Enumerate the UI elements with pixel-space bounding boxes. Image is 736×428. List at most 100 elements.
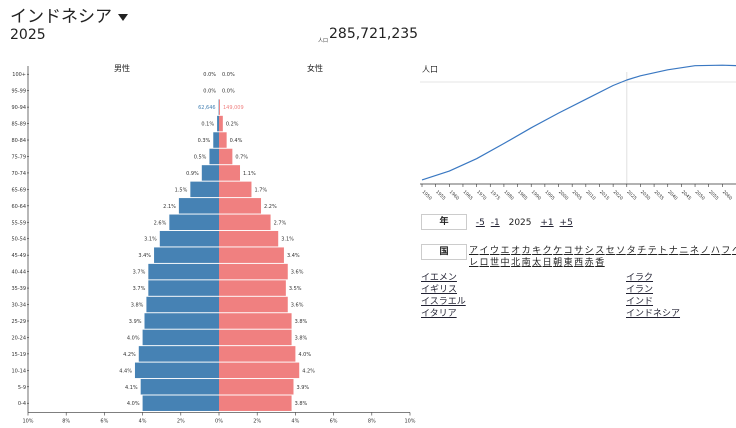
index-link-a-18[interactable]: ト [658,246,668,256]
index-link-a-7[interactable]: ク [542,246,553,256]
index-link-a-13[interactable]: セ [605,246,616,256]
country-box-label: 国 [421,243,467,260]
age-group-label: 55-59 [11,220,26,226]
country-link[interactable]: インド [626,297,654,307]
pop-x-tick-label: 2005 [571,189,583,201]
population-line-chart: 人口 1950 1955 1960 1965 1970 1975 1980 1985 1990 1… [420,64,736,202]
female-bar [219,132,227,148]
year-minus1-link[interactable]: -1 [490,217,500,228]
female-value-label: 0.7% [235,154,248,160]
female-bar [219,247,284,263]
index-link-b-12[interactable]: 香 [595,258,605,268]
index-link-a-22[interactable]: ノ [700,246,710,256]
index-link-b-1[interactable]: ロ [479,258,490,268]
current-year: 2025 [10,27,46,43]
index-link-b-2[interactable]: 世 [490,258,500,268]
pop-x-tick-label: 2045 [680,189,692,201]
country-link[interactable]: イギリス [421,285,458,295]
female-bar [219,230,279,247]
index-link-a-5[interactable]: カ [521,246,532,256]
pop-x-tick-label: 1995 [543,189,555,201]
female-value-label: 3.1% [281,237,294,243]
index-link-a-25[interactable]: ヘ [732,246,736,256]
male-value-label: 2.1% [163,204,176,210]
male-bar [134,362,219,379]
country-link[interactable]: イエメン [421,273,457,283]
index-link-b-4[interactable]: 北 [511,258,521,268]
index-link-a-1[interactable]: イ [479,246,490,256]
index-link-b-9[interactable]: 東 [563,258,574,268]
index-link-a-19[interactable]: ナ [668,246,679,256]
population-value: 285,721,235 [329,26,419,42]
index-link-b-5[interactable]: 南 [521,258,532,268]
male-bar [148,280,219,296]
index-link-a-20[interactable]: ニ [679,246,689,256]
female-value-label: 4.2% [302,368,315,374]
female-value-label: 0.0% [222,72,235,78]
index-link-a-24[interactable]: フ [721,246,731,256]
index-link-a-9[interactable]: コ [563,246,574,256]
country-link[interactable]: イラク [626,273,654,283]
index-link-a-15[interactable]: タ [626,246,637,256]
female-value-label: 3.8% [295,401,308,407]
index-link-a-14[interactable]: ソ [616,246,626,256]
age-group-label: 0-4 [18,401,26,407]
index-link-a-6[interactable]: キ [532,246,542,256]
index-link-a-21[interactable]: ネ [689,246,700,256]
index-link-a-12[interactable]: ス [595,246,605,256]
age-group-label: 70-74 [11,171,26,177]
year-plus5-link[interactable]: +5 [559,217,573,228]
female-value-label: 3.5% [289,286,302,292]
age-group-label: 85-89 [11,122,26,128]
index-link-a-10[interactable]: サ [574,246,584,256]
index-link-b-8[interactable]: 朝 [553,258,563,268]
index-link-b-6[interactable]: 太 [532,258,542,268]
pop-x-tick-label: 2060 [721,189,733,201]
population-label: 人口 [318,38,329,44]
country-link[interactable]: イスラエル [421,297,466,307]
male-bar [213,132,219,148]
index-link-a-8[interactable]: ケ [553,246,563,256]
index-link-a-16[interactable]: チ [637,246,647,256]
year-minus5-link[interactable]: -5 [475,217,485,228]
male-value-label: 3.7% [133,286,146,292]
age-group-label: 30-34 [11,303,26,309]
index-link-b-3[interactable]: 中 [500,258,511,268]
female-value-label: 1.1% [243,171,256,177]
male-value-label: 0.0% [203,72,216,78]
index-link-a-0[interactable]: ア [469,246,479,256]
female-value-label: 0.0% [222,89,235,95]
female-value-label: 2.7% [274,220,287,226]
index-link-a-17[interactable]: テ [647,246,658,256]
index-link-a-23[interactable]: ハ [710,246,721,256]
female-value-label: 0.4% [230,138,243,144]
pop-x-tick-label: 2020 [612,189,624,201]
year-controls: 年 -5 -1 2025 +1 +5 [421,214,573,230]
female-bar [219,313,292,329]
x-tick-label: 6% [100,418,108,424]
index-link-b-7[interactable]: 日 [542,258,553,268]
x-tick-label: 8% [62,418,70,424]
dropdown-arrow-icon[interactable] [118,13,128,21]
age-group-label: 50-54 [11,237,26,243]
index-link-b-0[interactable]: レ [469,258,479,268]
pop-x-tick-label: 2035 [653,189,665,201]
index-link-a-3[interactable]: エ [500,246,511,256]
female-bar [219,99,220,115]
male-value-label: 0.3% [198,138,211,144]
country-selector[interactable]: インドネシア [10,2,128,27]
index-link-b-10[interactable]: 西 [574,258,584,268]
index-link-a-11[interactable]: シ [584,246,595,256]
index-link-b-11[interactable]: 赤 [584,258,595,268]
year-plus1-link[interactable]: +1 [540,217,554,228]
country-link[interactable]: イタリア [421,309,457,319]
male-value-label: 4.1% [125,385,138,391]
male-bar [217,115,219,132]
index-link-a-2[interactable]: ウ [490,246,500,256]
male-value-label: 0.9% [186,171,199,177]
country-link[interactable]: インドネシア [626,309,681,319]
country-link[interactable]: イラン [626,285,654,295]
age-group-label: 40-44 [11,270,26,276]
age-group-label: 20-24 [11,335,26,341]
index-link-a-4[interactable]: オ [511,246,521,256]
